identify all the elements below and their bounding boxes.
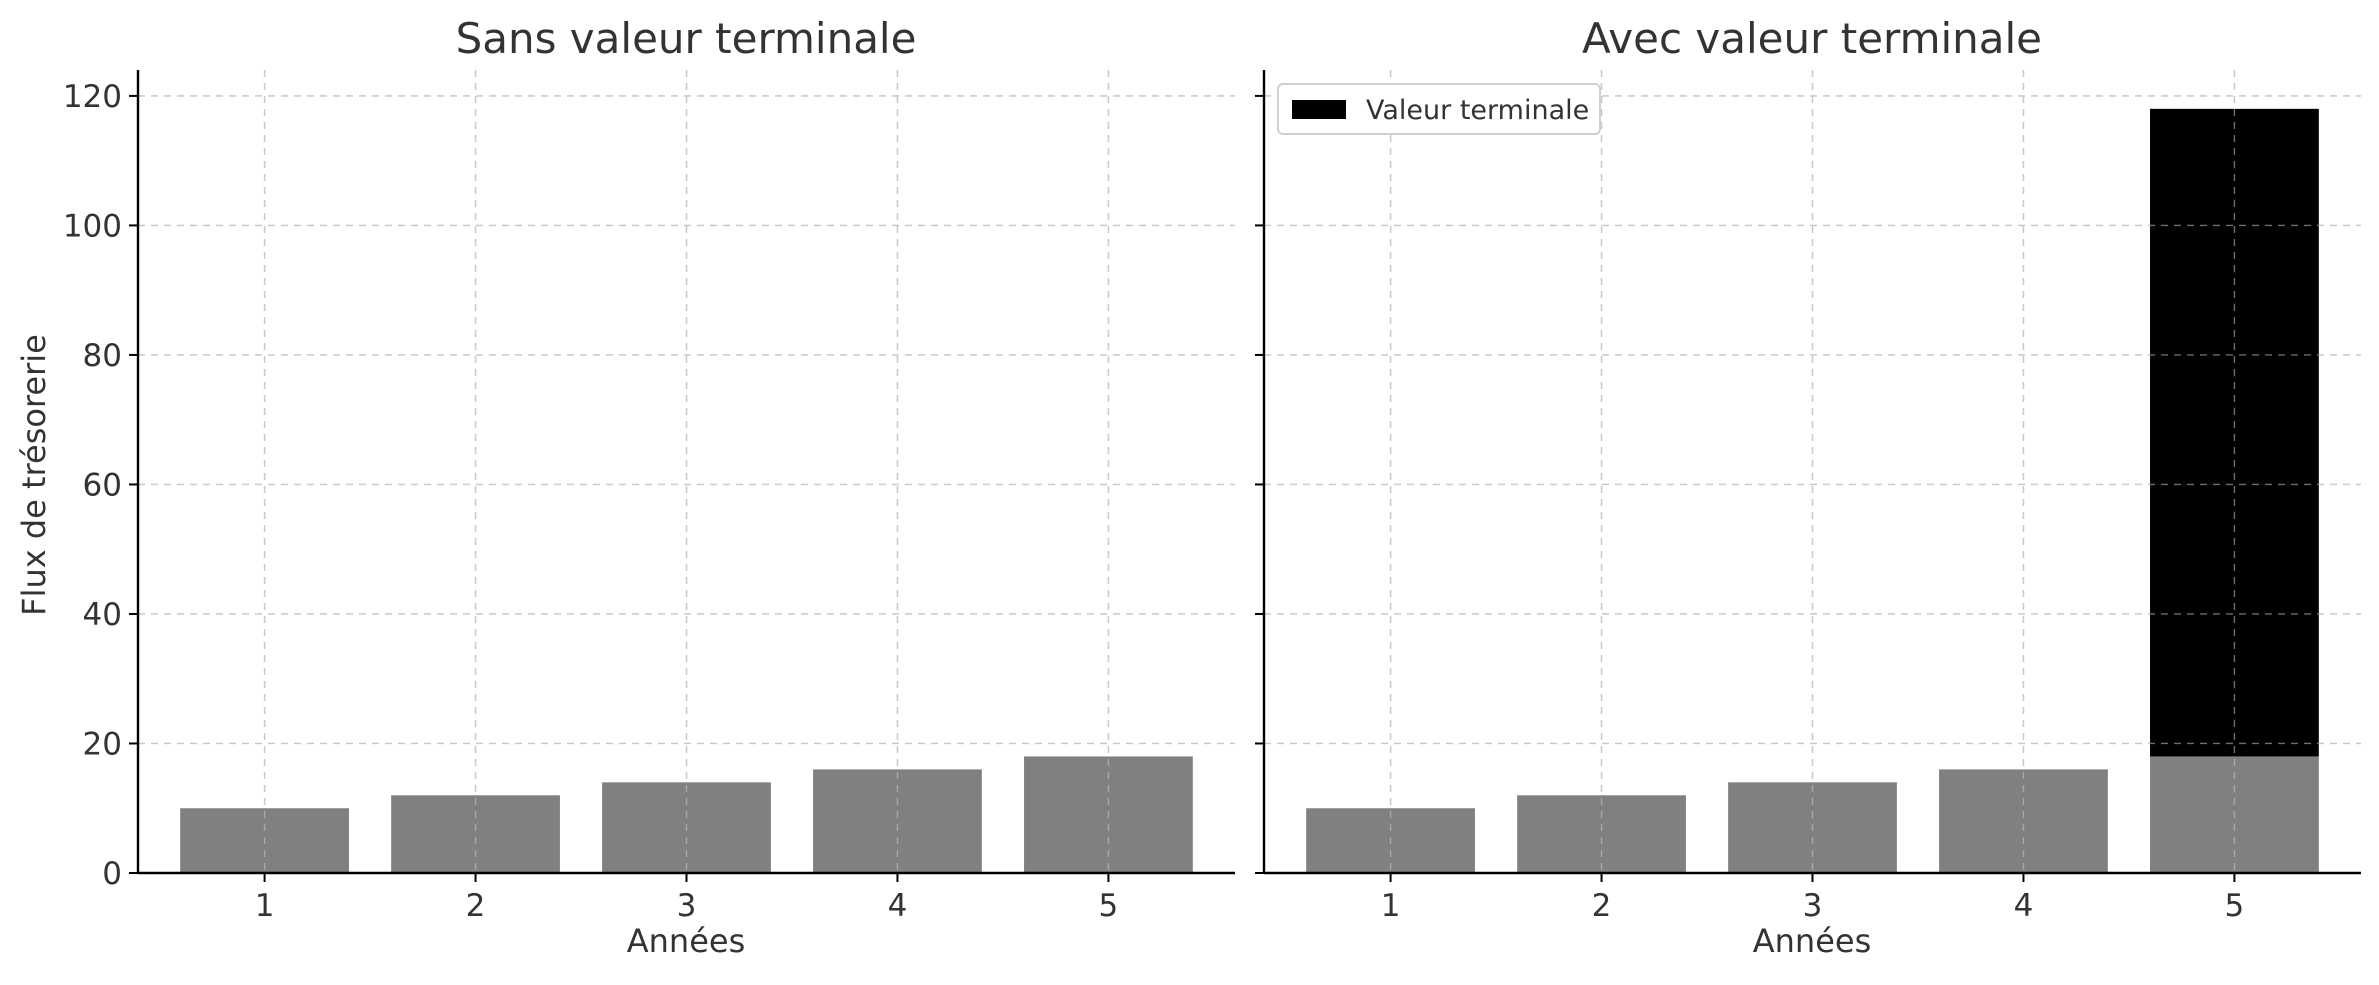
x-tick-label: 4 [888,888,908,924]
x-tick-label: 1 [255,888,275,924]
y-tick-label: 100 [63,208,122,244]
bar-2 [391,795,560,873]
y-axis-label: Flux de trésorerie [15,334,53,616]
x-tick-label: 2 [1592,888,1612,924]
x-tick-label: 5 [2225,888,2245,924]
bar-4 [813,769,982,873]
x-tick-label: 3 [677,888,697,924]
panel-avec-valeur-terminale: Avec valeur terminale Années 1 2 3 4 5 Valeur… [1255,14,2361,960]
y-tick-label: 20 [83,726,122,762]
y-tick-label: 120 [63,79,122,115]
x-tick-label: 2 [466,888,486,924]
x-tick-label: 3 [1803,888,1823,924]
x-tick-label: 4 [2014,888,2034,924]
panel-title: Sans valeur terminale [456,14,917,63]
grid-lines-overlay [1264,70,2361,873]
x-tick-label: 5 [1099,888,1119,924]
x-axis-label: Années [1753,922,1872,960]
panel-title: Avec valeur terminale [1582,14,2042,63]
legend-box [1277,83,1601,135]
legend-swatch [1292,100,1346,119]
panel-sans-valeur-terminale: Sans valeur terminale Années Flux de tré… [15,14,1235,960]
grid-lines-overlay [138,70,1235,873]
y-tick-label: 80 [83,338,122,374]
y-tick-label: 60 [83,467,122,503]
y-tick-label: 0 [102,856,122,892]
y-tick-label: 40 [83,597,122,633]
legend: Valeur terminale [1277,83,1601,135]
x-tick-label: 1 [1381,888,1401,924]
bar-4 [1939,769,2108,873]
legend-label: Valeur terminale [1366,95,1589,126]
bar-2 [1517,795,1686,873]
x-axis-label: Années [627,922,746,960]
